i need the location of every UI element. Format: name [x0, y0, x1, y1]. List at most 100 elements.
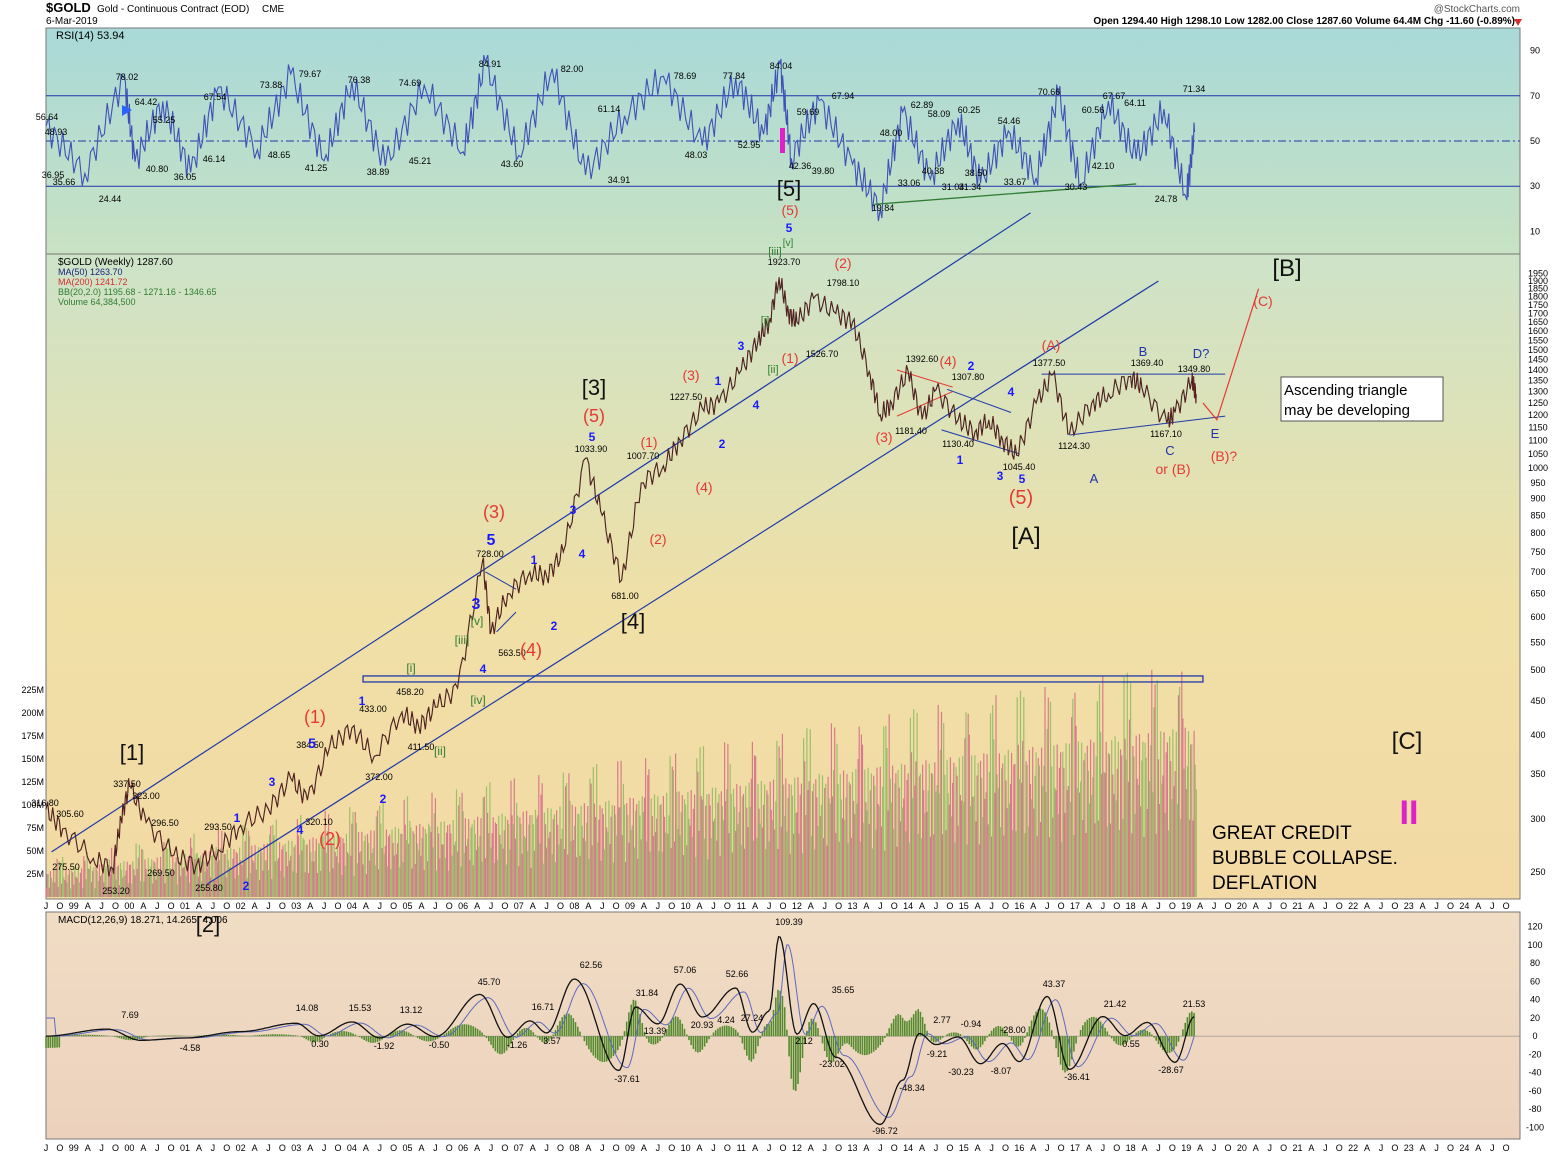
x-tick-label: J: [433, 1143, 438, 1153]
x-tick-label: J: [1267, 901, 1272, 911]
x-tick-label: J: [1045, 901, 1050, 911]
x-tick-label: J: [1045, 1143, 1050, 1153]
rsi-data-label: 36.05: [174, 172, 197, 182]
x-tick-label: A: [1253, 1143, 1259, 1153]
x-tick-label: A: [1475, 1143, 1481, 1153]
rsi-data-label: 76.38: [348, 75, 371, 85]
chart-header: $GOLD Gold - Continuous Contract (EOD) C…: [46, 0, 1522, 27]
wave-label: 5: [308, 735, 316, 751]
x-tick-label: A: [975, 901, 981, 911]
price-tick-label: 550: [1530, 637, 1545, 647]
x-tick-label: 01: [180, 1143, 190, 1153]
x-tick-label: O: [946, 901, 953, 911]
price-data-label: 255.80: [195, 883, 223, 893]
macd-tick-label: 120: [1527, 922, 1542, 932]
x-tick-label: J: [600, 901, 605, 911]
wave-label: (2): [834, 255, 851, 271]
x-tick-label: O: [1447, 901, 1454, 911]
x-tick-label: J: [656, 1143, 661, 1153]
macd-data-label: -48.34: [899, 1083, 925, 1093]
support-band: [362, 675, 1204, 683]
x-tick-label: A: [474, 1143, 480, 1153]
x-tick-label: A: [530, 1143, 536, 1153]
x-tick-label: J: [155, 901, 160, 911]
wave-label: (4): [520, 640, 542, 660]
wave-label: 5: [786, 221, 793, 235]
wave-label: (1): [304, 707, 326, 727]
wave-label: (3): [875, 429, 892, 445]
deflation-note: GREAT CREDIT BUBBLE COLLAPSE. DEFLATION: [1212, 823, 1398, 894]
wave-label: [ii]: [768, 364, 779, 376]
x-tick-label: A: [1086, 1143, 1092, 1153]
note-line-1: Ascending triangle: [1284, 382, 1407, 399]
macd-data-label: -8.07: [991, 1066, 1012, 1076]
macd-data-label: 13.12: [400, 1005, 423, 1015]
price-data-label: 337.50: [113, 779, 141, 789]
x-tick-label: O: [1336, 1143, 1343, 1153]
x-tick-label: O: [1503, 901, 1510, 911]
x-tick-label: J: [1212, 1143, 1217, 1153]
wave-label: II: [1400, 794, 1419, 832]
x-tick-label: 23: [1404, 901, 1414, 911]
volume-tick-label: 25M: [26, 869, 44, 879]
channel-upper: [51, 212, 1031, 853]
macd-data-label: 52.66: [726, 969, 749, 979]
x-tick-label: 15: [959, 901, 969, 911]
x-tick-label: 24: [1459, 1143, 1469, 1153]
x-tick-label: O: [668, 901, 675, 911]
x-tick-label: A: [1142, 901, 1148, 911]
x-tick-label: O: [1113, 901, 1120, 911]
x-tick-label: O: [1280, 901, 1287, 911]
rsi-data-label: 64.11: [1124, 98, 1146, 108]
rsi-data-label: 84.91: [479, 59, 502, 69]
rsi-data-label: 71.34: [1183, 84, 1206, 94]
macd-data-label: -37.61: [614, 1074, 640, 1084]
macd-legend: MACD(12,26,9) 18.271, 14.265, 4.006: [58, 915, 228, 926]
x-tick-label: A: [85, 901, 91, 911]
rsi-data-label: 38.89: [367, 167, 390, 177]
rsi-data-label: 52.95: [738, 140, 761, 150]
rsi-data-label: 74.69: [399, 78, 422, 88]
x-tick-label: J: [99, 901, 104, 911]
x-tick-label: J: [544, 901, 549, 911]
wave-label: (1): [640, 434, 657, 450]
wave-label: (2): [319, 829, 341, 849]
macd-signal-line: [46, 944, 1195, 1118]
x-tick-label: 02: [236, 901, 246, 911]
x-tick-label: 07: [514, 901, 524, 911]
rsi-data-label: 31.34: [959, 182, 982, 192]
wave-label: [iii]: [768, 246, 781, 258]
price-data-label: 1045.40: [1003, 462, 1036, 472]
x-tick-label: A: [919, 901, 925, 911]
wave-label: 5: [1019, 472, 1026, 486]
price-data-label: 253.20: [102, 886, 130, 896]
macd-data-label: 31.84: [636, 988, 659, 998]
price-data-label: 296.50: [151, 818, 179, 828]
price-tick-label: 950: [1530, 478, 1545, 488]
macd-line: [46, 936, 1195, 1126]
rsi-data-label: 40.80: [146, 164, 169, 174]
macd-data-label: 62.56: [580, 960, 603, 970]
rsi-line: [45, 54, 1196, 222]
channel-lower: [206, 280, 1159, 885]
price-tick-label: 750: [1530, 547, 1545, 557]
rsi-trendline: [874, 183, 1137, 205]
x-tick-label: 14: [903, 1143, 913, 1153]
rsi-title: RSI(14) 53.94: [56, 30, 124, 42]
price-data-label: 1181.40: [895, 426, 927, 436]
rsi-data-label: 78.69: [674, 71, 697, 81]
x-tick-label: J: [266, 901, 271, 911]
x-tick-label: 18: [1126, 1143, 1136, 1153]
rsi-data-label: 48.03: [685, 150, 708, 160]
rsi-data-label: 39.80: [812, 166, 835, 176]
price-data-label: 384.50: [296, 740, 324, 750]
x-tick-label: 14: [903, 901, 913, 911]
x-tick-label: J: [489, 901, 494, 911]
price-data-label: 411.50: [408, 742, 435, 752]
price-tick-label: 600: [1530, 612, 1545, 622]
x-tick-label: A: [1030, 901, 1036, 911]
ohlc-readout: Open 1294.40 High 1298.10 Low 1282.00 Cl…: [1093, 16, 1515, 27]
rsi-data-label: 70.66: [1038, 87, 1061, 97]
x-tick-label: 13: [848, 901, 858, 911]
